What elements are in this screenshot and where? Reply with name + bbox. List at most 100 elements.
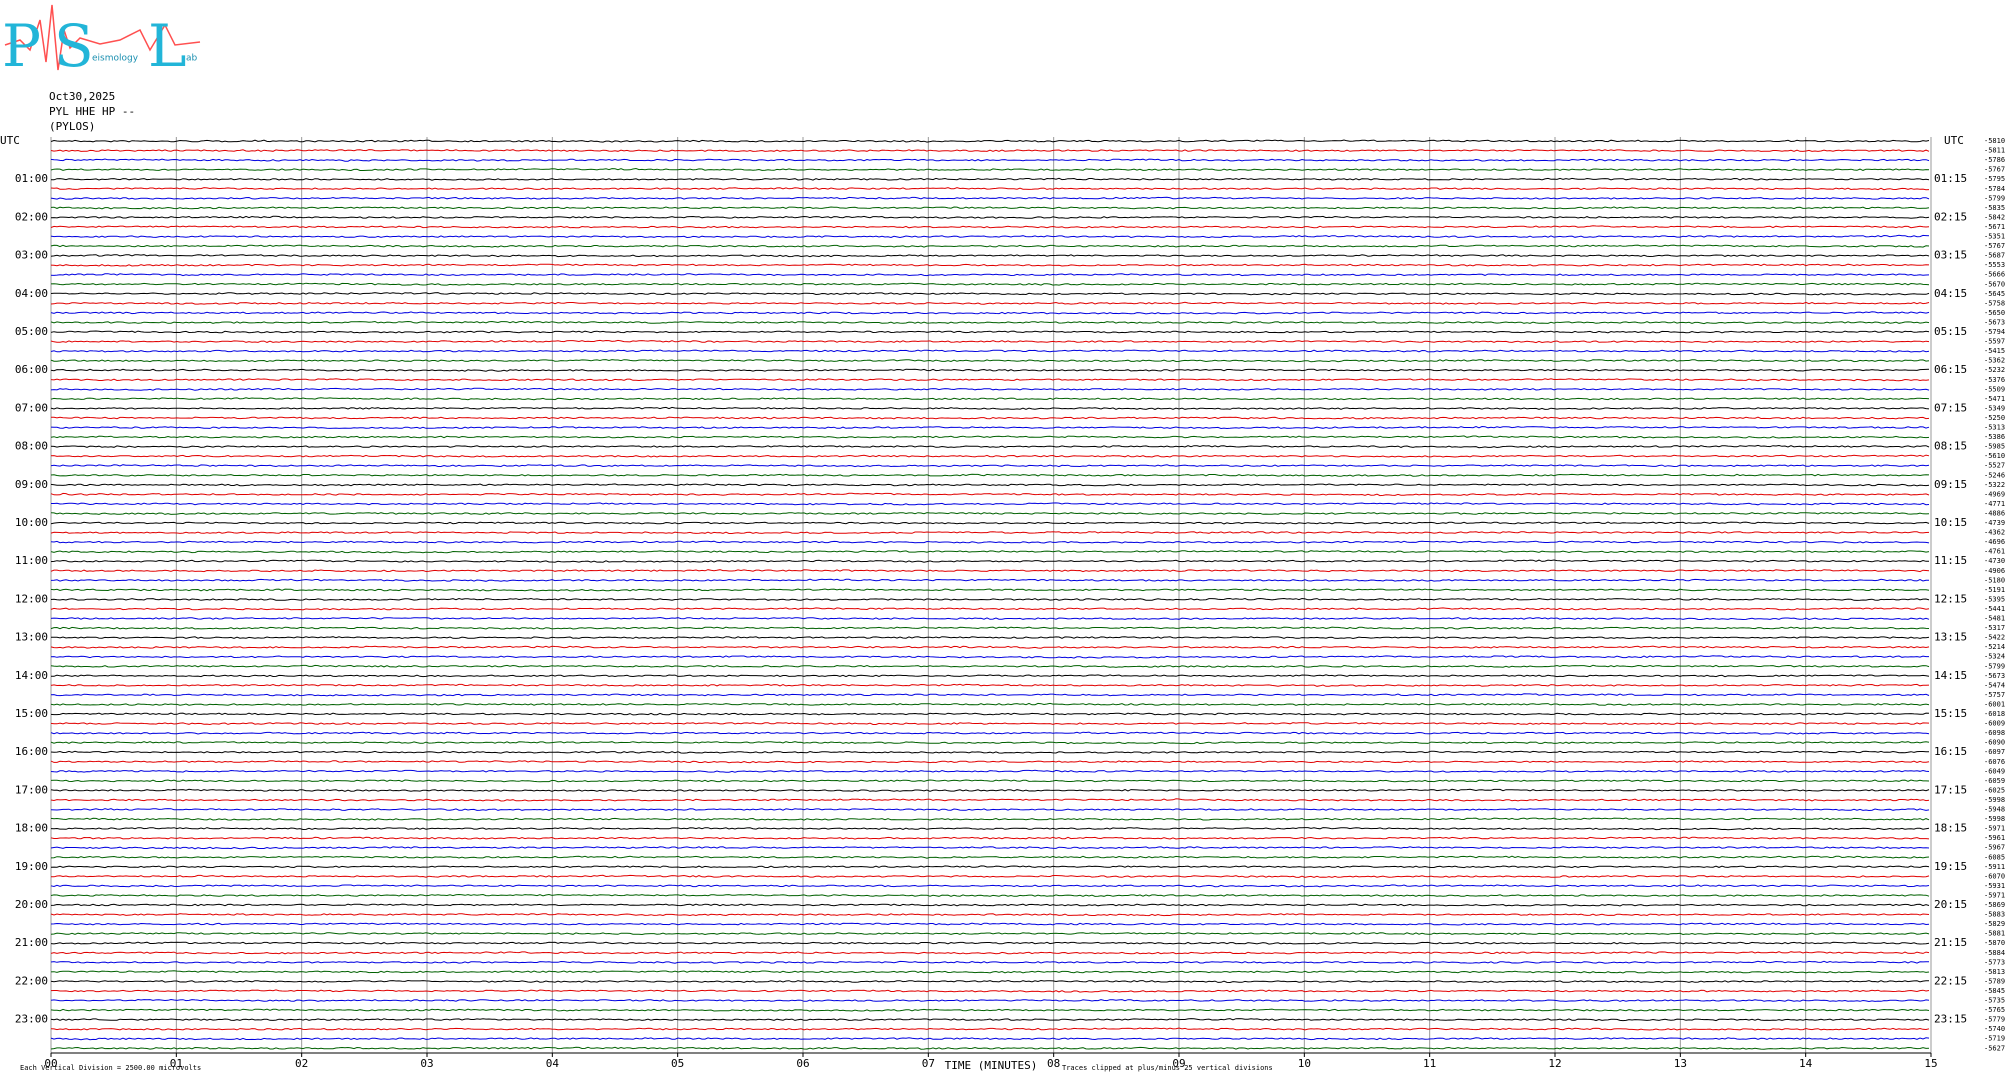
trace (50, 616, 1930, 621)
trace-offset: -5789 (1984, 977, 2005, 985)
trace-offset: -5842 (1984, 213, 2005, 221)
trace-offset: -5645 (1984, 290, 2005, 298)
row-label-left: 15:00 (15, 707, 48, 720)
trace (50, 645, 1930, 649)
row-label-right: 17:15 (1934, 783, 1967, 796)
row-label-right: 06:15 (1934, 363, 1967, 376)
logo-word: ab (186, 54, 198, 64)
trace-offset: -5767 (1984, 242, 2005, 250)
trace (50, 378, 1930, 382)
trace (50, 273, 1930, 277)
trace-offset: -6070 (1984, 872, 2005, 880)
trace (50, 368, 1930, 372)
trace (50, 559, 1930, 563)
trace (50, 206, 1930, 210)
trace (50, 855, 1930, 859)
trace (50, 884, 1930, 888)
logo-letter: P (2, 12, 41, 80)
x-tick-label: 12 (1548, 1057, 1561, 1070)
row-label-left: 16:00 (15, 745, 48, 758)
trace (50, 712, 1930, 716)
x-tick-label: 15 (1924, 1057, 1937, 1070)
row-label-right: 03:15 (1934, 249, 1967, 262)
trace (50, 234, 1930, 239)
row-label-right: 01:15 (1934, 172, 1967, 185)
trace-offset: -5415 (1984, 347, 2005, 355)
trace (50, 597, 1930, 601)
trace-offset: -5376 (1984, 376, 2005, 384)
trace-offset: -5786 (1984, 156, 2005, 164)
row-label-left: 14:00 (15, 669, 48, 682)
row-label-left: 10:00 (15, 516, 48, 529)
trace (50, 769, 1930, 773)
trace (50, 941, 1930, 945)
trace (50, 865, 1930, 869)
trace (50, 282, 1930, 286)
trace-offset: -5948 (1984, 806, 2005, 814)
trace (50, 722, 1930, 726)
row-label-left: UTC (0, 134, 20, 147)
trace-offset: -6059 (1984, 777, 2005, 785)
trace (50, 1046, 1930, 1050)
trace (50, 893, 1930, 897)
trace (50, 244, 1930, 248)
x-tick-label: 05 (671, 1057, 684, 1070)
trace-offset: -5735 (1984, 997, 2005, 1005)
trace-offset: -5869 (1984, 901, 2005, 909)
x-tick-label: 14 (1799, 1057, 1813, 1070)
logo-wiggle (4, 4, 201, 71)
trace (50, 998, 1930, 1003)
trace (50, 960, 1929, 964)
station: PYL HHE HP -- (49, 105, 135, 118)
trace (50, 196, 1930, 200)
trace-offset: -5883 (1984, 911, 2005, 919)
trace (50, 588, 1930, 592)
trace-offset: -5250 (1984, 414, 2005, 422)
x-axis-label: TIME (MINUTES) (945, 1059, 1038, 1072)
row-label-right: UTC (1944, 134, 1964, 147)
date: Oct30,2025 (49, 90, 115, 103)
trace-offset: -5757 (1984, 691, 2005, 699)
trace (51, 502, 1930, 506)
trace (50, 903, 1930, 907)
clip-note: Traces clipped at plus/minus 25 vertical… (1062, 1064, 1273, 1072)
trace (50, 464, 1930, 468)
trace (50, 473, 1930, 477)
logo-word: eismology (92, 54, 139, 64)
trace-offset: -5246 (1984, 471, 2005, 479)
trace (50, 760, 1930, 764)
trace (50, 1027, 1930, 1031)
row-label-left: 07:00 (15, 401, 48, 414)
trace-offset: -5673 (1984, 672, 2005, 680)
trace (50, 989, 1930, 993)
trace-offset: -5835 (1984, 204, 2005, 212)
trace-offset: -4771 (1984, 500, 2005, 508)
trace (50, 932, 1930, 936)
trace (50, 636, 1930, 640)
row-label-right: 16:15 (1934, 745, 1967, 758)
trace (50, 158, 1930, 162)
trace-offset: -5971 (1984, 825, 2005, 833)
trace-offset: -5180 (1984, 576, 2005, 584)
x-tick-label: 00 (44, 1057, 57, 1070)
trace-offset: -6001 (1984, 700, 2005, 708)
row-label-right: 19:15 (1934, 860, 1967, 873)
trace (50, 741, 1930, 745)
trace-offset: -5351 (1984, 233, 2005, 241)
x-tick-label: 02 (295, 1057, 308, 1070)
trace-offset: -5767 (1984, 166, 2005, 174)
logo-letter: L (148, 12, 187, 80)
trace (50, 540, 1930, 544)
trace-offset: -4886 (1984, 509, 2005, 517)
trace-offset: -6025 (1984, 786, 2005, 794)
trace (50, 970, 1930, 974)
trace-offset: -5441 (1984, 605, 2005, 613)
row-label-right: 12:15 (1934, 592, 1967, 605)
trace (50, 951, 1930, 955)
trace (50, 454, 1930, 458)
trace-offset: -5232 (1984, 366, 2005, 374)
trace-offset: -5597 (1984, 338, 2005, 346)
trace-offset: -5813 (1984, 968, 2005, 976)
trace (50, 702, 1930, 706)
trace-offset: -6098 (1984, 729, 2005, 737)
